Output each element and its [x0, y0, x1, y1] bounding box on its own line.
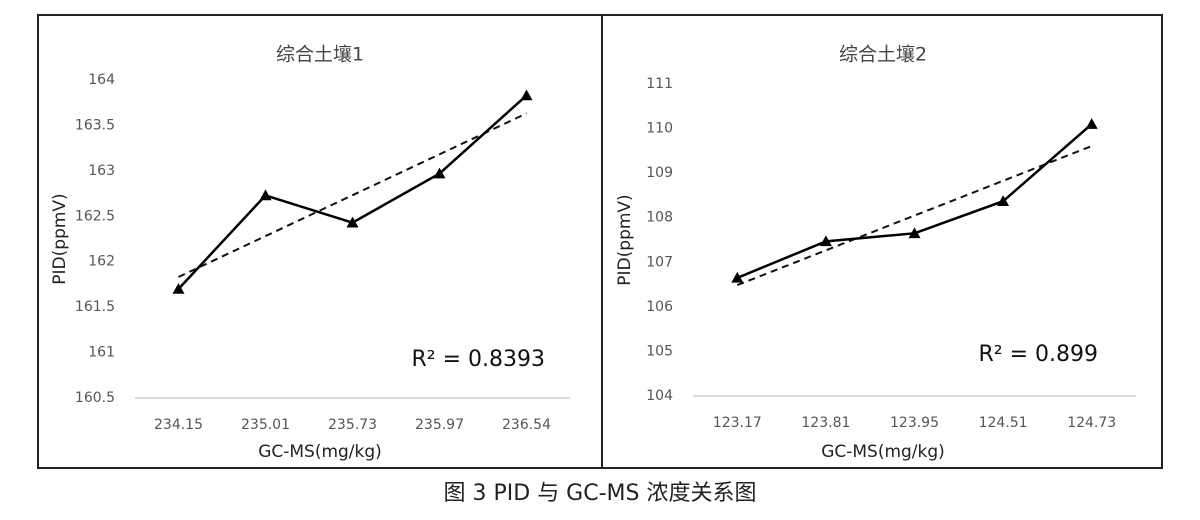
marker — [259, 189, 272, 201]
y-tick-label: 111 — [646, 76, 673, 92]
y-tick-label: 105 — [646, 343, 673, 359]
marker — [819, 235, 832, 247]
y-tick-label: 162.5 — [75, 208, 115, 224]
r-squared: R² = 0.8393 — [411, 347, 545, 372]
x-tick-label: 123.17 — [713, 415, 762, 431]
data-line — [177, 94, 528, 290]
marker — [520, 89, 533, 101]
y-tick-label: 109 — [646, 165, 673, 181]
chart-title: 综合土壤2 — [839, 44, 927, 66]
y-tick-label: 107 — [646, 254, 673, 270]
marker — [731, 271, 744, 283]
x-tick-label: 235.97 — [415, 417, 464, 433]
y-tick-label: 161.5 — [75, 299, 115, 315]
marker — [172, 282, 185, 294]
x-tick-label: 124.73 — [1067, 415, 1116, 431]
y-tick-label: 163.5 — [75, 117, 115, 133]
y-tick-label: 164 — [88, 72, 115, 88]
x-axis-title: GC-MS(mg/kg) — [821, 442, 945, 462]
x-tick-label: 123.81 — [801, 415, 850, 431]
y-tick-label: 163 — [88, 163, 115, 179]
x-tick-label: 235.73 — [328, 417, 377, 433]
y-axis-title: PID(ppmV) — [50, 193, 70, 284]
x-tick-label: 235.01 — [241, 417, 290, 433]
chart-title: 综合土壤1 — [276, 44, 364, 66]
marker — [346, 216, 359, 228]
x-tick-label: 236.54 — [502, 417, 551, 433]
marker — [908, 227, 921, 239]
y-tick-label: 104 — [646, 388, 673, 404]
x-axis-title: GC-MS(mg/kg) — [258, 442, 382, 462]
y-tick-label: 161 — [88, 345, 115, 361]
x-tick-label: 234.15 — [154, 417, 203, 433]
x-tick-label: 124.51 — [979, 415, 1028, 431]
x-tick-label: 123.95 — [890, 415, 939, 431]
marker — [1085, 118, 1098, 129]
y-tick-label: 160.5 — [75, 390, 115, 406]
y-axis-title: PID(ppmV) — [615, 194, 635, 285]
trend-line — [178, 112, 527, 278]
panel-frame — [37, 14, 603, 469]
y-tick-label: 110 — [646, 121, 673, 137]
panel-frame — [601, 14, 1163, 469]
trend-line — [736, 145, 1093, 287]
figure-caption: 图 3 PID 与 GC-MS 浓度关系图 — [444, 481, 757, 506]
y-tick-label: 162 — [88, 254, 115, 270]
data-line — [736, 123, 1093, 280]
marker — [433, 167, 446, 179]
y-tick-label: 108 — [646, 210, 673, 226]
r-squared: R² = 0.899 — [978, 342, 1098, 367]
marker — [997, 195, 1010, 207]
y-tick-label: 106 — [646, 299, 673, 315]
